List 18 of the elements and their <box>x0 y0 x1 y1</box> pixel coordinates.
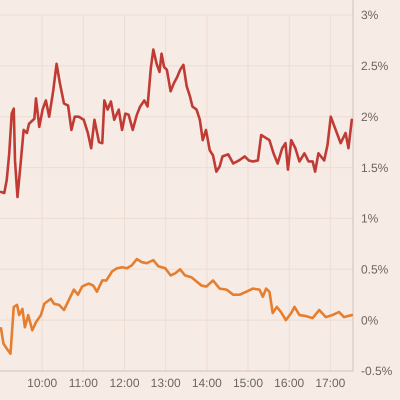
y-tick-label: 1% <box>361 212 379 226</box>
y-tick-label: 2.5% <box>361 59 389 74</box>
x-tick-label: 11:00 <box>68 376 98 390</box>
y-tick-label: 1.5% <box>361 160 389 175</box>
line-series <box>0 258 354 356</box>
y-tick-label: 0.5% <box>361 262 389 276</box>
y-tick-label: 0% <box>361 313 379 328</box>
y-tick-label: 3% <box>361 8 379 22</box>
x-tick-label: 12:00 <box>109 376 140 390</box>
x-tick-label: 14:00 <box>192 376 222 390</box>
x-tick-label: 10:00 <box>27 376 58 390</box>
x-tick-label: 15:00 <box>233 376 264 390</box>
y-tick-label: 2% <box>361 110 379 124</box>
line-series <box>0 48 354 198</box>
y-tick-label: -0.5% <box>361 364 393 378</box>
x-tick-label: 16:00 <box>274 376 305 390</box>
x-tick-label: 13:00 <box>150 376 182 390</box>
x-tick-label: 17:00 <box>315 376 346 390</box>
